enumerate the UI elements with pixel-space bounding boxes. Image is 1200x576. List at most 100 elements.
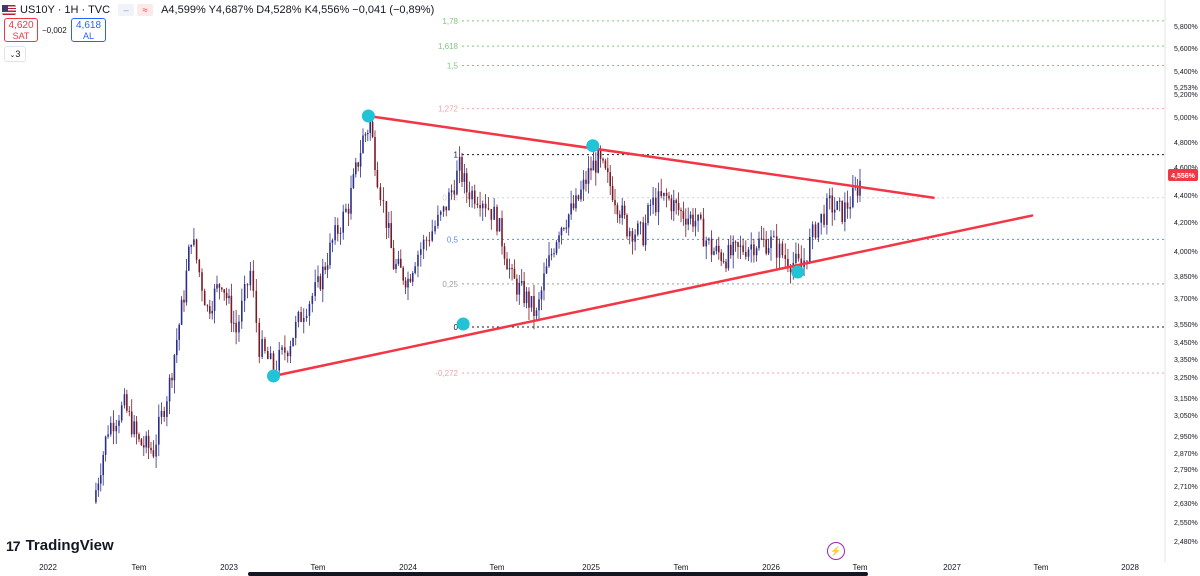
candle-body <box>431 231 434 241</box>
candle-body <box>206 305 209 307</box>
candle-body <box>604 160 607 169</box>
candle-body <box>710 238 713 255</box>
candle-body <box>700 214 702 219</box>
candle-body <box>450 190 453 193</box>
candle-body <box>817 222 820 238</box>
candle-body <box>414 266 416 274</box>
sell-button[interactable]: 4,620 SAT <box>4 18 38 42</box>
candle-body <box>359 153 362 167</box>
tradingview-logo[interactable]: 17 TradingView <box>6 537 114 554</box>
candle-body <box>616 205 619 215</box>
y-tick-label: 4,200% <box>1174 220 1198 227</box>
candle-body <box>682 210 685 219</box>
candle-body <box>362 135 364 154</box>
candle-body <box>188 246 190 271</box>
indicators-collapse-button[interactable]: ⌄3 <box>4 46 26 62</box>
candle-body <box>150 447 152 451</box>
candle-body <box>508 268 511 270</box>
candle-body <box>570 203 572 215</box>
candle-body <box>755 248 758 256</box>
candle-body <box>639 222 642 224</box>
x-tick-label: Tem <box>131 563 146 572</box>
candle-body <box>560 228 563 236</box>
candle-body <box>171 377 173 381</box>
y-tick-label: 2,480% <box>1174 539 1198 546</box>
y-tick-label: 5,000% <box>1174 115 1198 122</box>
candle-body <box>402 267 404 281</box>
candle-body <box>540 290 543 300</box>
candle-body <box>697 214 699 221</box>
last-price-tag <box>1168 169 1198 181</box>
candle-body <box>496 206 498 232</box>
candle-body <box>160 410 163 417</box>
time-scrollbar[interactable] <box>248 572 868 576</box>
candle-body <box>737 242 739 247</box>
buy-button[interactable]: 4,618 AL <box>71 18 106 42</box>
chevron-down-icon: ⌄ <box>9 52 16 59</box>
candle-body <box>243 284 246 301</box>
candle-body <box>718 245 720 253</box>
candle-body <box>811 224 814 238</box>
candle-body <box>152 450 155 457</box>
lightning-icon[interactable]: ⚡ <box>827 542 845 560</box>
ohlc-readout: A4,599% Y4,687% D4,528% K4,556% −0,041 (… <box>161 4 435 16</box>
candle-body <box>425 239 428 241</box>
candle-body <box>102 454 105 476</box>
candle-body <box>463 173 466 182</box>
candle-body <box>147 435 150 448</box>
candle-body <box>225 292 228 299</box>
spread-value: −0,002 <box>42 26 67 35</box>
fib-level-label: -0,272 <box>435 369 458 378</box>
symbol-label[interactable]: US10Y · 1H · TVC <box>20 4 111 16</box>
fib-level-label: 1,618 <box>438 42 459 51</box>
candle-body <box>258 322 261 357</box>
candle-body <box>484 203 487 209</box>
candle-body <box>828 195 831 199</box>
candle-body <box>238 321 240 333</box>
x-tick-label: Tem <box>852 563 867 572</box>
candle-body <box>314 282 316 296</box>
candle-body <box>609 172 611 187</box>
x-tick-label: 2027 <box>943 563 961 572</box>
y-tick-label: 5,800% <box>1174 24 1198 31</box>
candle-body <box>525 291 528 304</box>
candle-body <box>597 149 599 173</box>
candle-body <box>800 258 803 268</box>
candle-body <box>720 252 722 261</box>
y-tick-label: 5,400% <box>1174 69 1198 76</box>
candle-body <box>130 411 133 435</box>
sell-label: SAT <box>12 31 30 41</box>
candle-body <box>326 265 329 270</box>
candle-body <box>241 300 243 322</box>
candle-body <box>118 420 120 426</box>
minus-icon[interactable]: – <box>118 4 135 16</box>
x-tick-label: 2025 <box>582 563 600 572</box>
candle-body <box>198 259 201 273</box>
candle-body <box>806 260 808 262</box>
candle-body <box>115 425 118 432</box>
candle-body <box>350 187 352 214</box>
candle-body <box>647 205 649 224</box>
candle-body <box>252 270 255 291</box>
candle-body <box>382 200 385 202</box>
y-tick-label: 5,253% <box>1174 85 1198 92</box>
candle-body <box>652 197 654 205</box>
candle-body <box>730 244 732 256</box>
candle-body <box>180 299 183 325</box>
y-tick-label: 3,250% <box>1174 375 1198 382</box>
candle-body <box>347 208 350 214</box>
candle-body <box>209 306 211 314</box>
candle-body <box>602 158 604 161</box>
candle-body <box>476 203 479 205</box>
pivot-marker <box>586 139 600 153</box>
candle-body <box>565 227 568 229</box>
candle-body <box>439 211 442 215</box>
candle-body <box>221 287 223 290</box>
alert-icon[interactable]: ≈ <box>137 4 154 16</box>
candle-body <box>317 276 319 283</box>
candle-body <box>530 295 533 308</box>
candle-body <box>163 410 165 418</box>
x-tick-label: 2023 <box>220 563 238 572</box>
candle-body <box>357 162 359 167</box>
